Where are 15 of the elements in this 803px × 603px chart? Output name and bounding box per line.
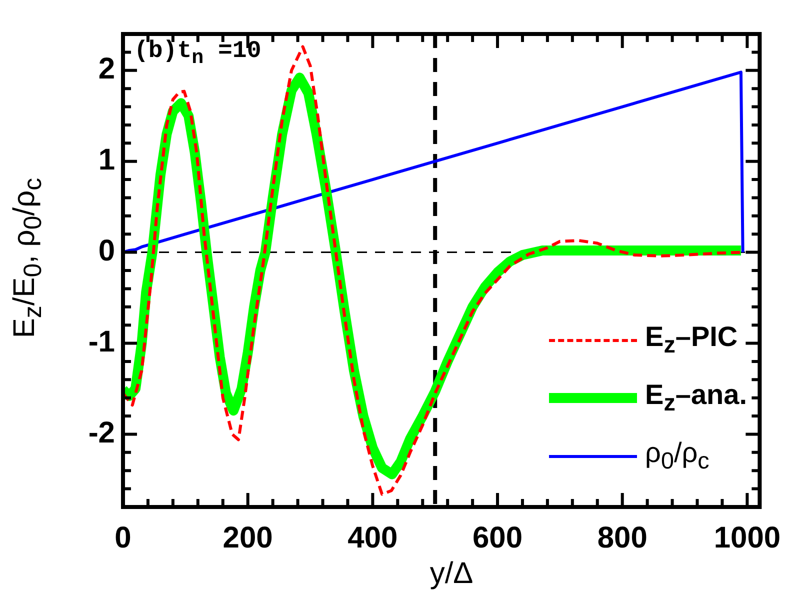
legend-label: E$_{z}$–PIC bbox=[645, 321, 738, 359]
x-tick-label: 1000 bbox=[714, 521, 781, 554]
x-tick-label: 200 bbox=[222, 521, 273, 554]
x-tick-label: 800 bbox=[597, 521, 648, 554]
x-axis-title: y/Δ bbox=[428, 557, 474, 591]
legend-label: E$_{z}$–ana. bbox=[645, 379, 747, 417]
y-tick-label: 1 bbox=[98, 144, 115, 177]
y-tick-label: 2 bbox=[98, 52, 115, 86]
y-tick-label: 0 bbox=[98, 234, 115, 268]
annotation: (b)t$_{n}$ =10 bbox=[134, 38, 262, 70]
y-tick-label: -2 bbox=[88, 416, 115, 450]
x-tick-label: 600 bbox=[472, 521, 523, 554]
x-tick-label: 400 bbox=[348, 521, 398, 554]
legend-label: ρ$_{0}$/ρ$_{c}$ bbox=[645, 437, 710, 475]
y-tick-label: -1 bbox=[88, 326, 115, 359]
